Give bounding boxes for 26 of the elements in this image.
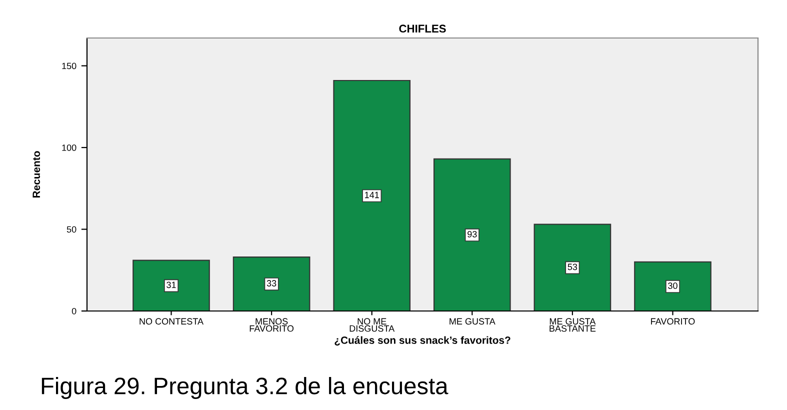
data-label: 93 [468, 231, 477, 238]
bar [433, 158, 511, 311]
chart-title: CHIFLES [399, 24, 446, 33]
data-label: 53 [568, 264, 578, 270]
data-label: 31 [166, 282, 176, 288]
bar [132, 260, 210, 311]
data-label: 33 [266, 280, 276, 286]
x-tick-label: MENOS FAVORITO [250, 318, 294, 332]
y-tick-label: 150 [62, 62, 76, 70]
x-tick-label: FAVORITO [651, 318, 695, 325]
x-tick-label: NO CONTESTA [140, 318, 204, 325]
data-label: 30 [668, 282, 678, 289]
bar [333, 80, 411, 311]
bar [232, 256, 310, 311]
y-axis-title: Recuento [32, 151, 40, 198]
x-tick-label: NO ME DISGUSTA [350, 318, 395, 332]
y-tick-label: 0 [72, 308, 76, 314]
x-tick-label: ME GUSTA [450, 318, 496, 325]
x-axis-title: ¿Cuáles son sus snack’s favoritos? [334, 336, 510, 346]
bar [534, 224, 612, 311]
bar [634, 261, 712, 311]
y-tick-label: 50 [66, 226, 76, 233]
y-tick-label: 100 [62, 144, 76, 151]
x-tick-label: ME GUSTA BASTANTE [550, 318, 596, 332]
text: Figura 29. Pregunta 3.2 de la encuesta [42, 376, 448, 400]
data-label: 141 [365, 192, 379, 198]
